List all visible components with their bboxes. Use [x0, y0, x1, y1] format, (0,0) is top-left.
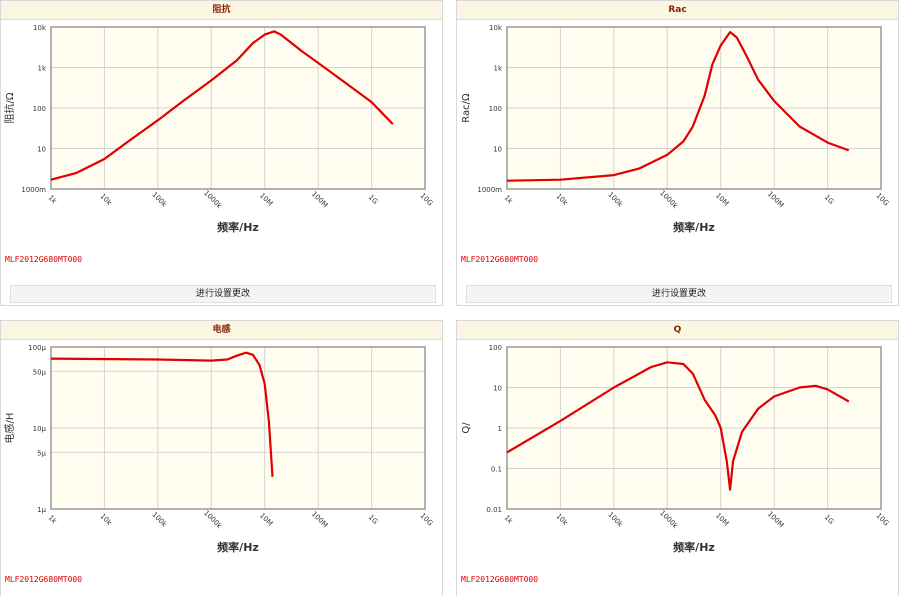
x-tick-label: 10k	[554, 512, 569, 527]
settings-button[interactable]: 进行设置更改	[466, 285, 892, 303]
chart: 1k 10k 100k 1000k 10M 100M 1G 10G 1000m 10 100 1k 10…	[3, 24, 435, 234]
x-tick-label: 1G	[823, 513, 836, 526]
x-axis-label: 频率/Hz	[217, 220, 259, 234]
x-tick-label: 10k	[98, 512, 113, 527]
x-tick-label: 100M	[310, 190, 329, 209]
x-tick-label: 100k	[150, 191, 169, 210]
plot-border	[50, 346, 426, 510]
y-tick-label: 10	[493, 385, 502, 393]
y-tick-label: 100	[489, 344, 502, 352]
y-axis-label: Rac/Ω	[461, 93, 472, 123]
x-tick-label: 1G	[823, 193, 836, 206]
y-tick-label: 10	[493, 146, 502, 154]
part-number: MLF2012G680MT000	[461, 255, 539, 264]
settings-button[interactable]: 进行设置更改	[10, 285, 436, 303]
x-tick-label: 10M	[714, 511, 730, 527]
y-tick-label: 5μ	[37, 449, 46, 457]
panel-title: Rac	[457, 1, 898, 20]
x-tick-label: 10G	[419, 512, 435, 528]
y-tick-label: 100μ	[28, 344, 46, 352]
chart: 1k 10k 100k 1000k 10M 100M 1G 10G 1μ 5μ 10μ 50μ 100μ…	[3, 344, 435, 554]
y-tick-label: 0.01	[486, 506, 502, 514]
x-tick-label: 10G	[875, 192, 891, 208]
chart-panel: Rac 1k 10k 100k 1000k 10M 100M 1G 10G 1000m 10 100 1…	[456, 0, 899, 306]
y-tick-label: 0.1	[491, 466, 502, 474]
x-tick-label: 100M	[766, 190, 785, 209]
chart-panel: 阻抗 1k 10k 100k 1000k 10M 100M 1G 10G 1000m 10 100 1k…	[0, 0, 443, 306]
x-tick-label: 1k	[503, 194, 515, 206]
y-tick-label: 50μ	[33, 368, 47, 376]
x-axis-label: 频率/Hz	[217, 540, 259, 554]
y-tick-label: 1000m	[477, 186, 502, 194]
y-tick-label: 100	[33, 105, 46, 113]
chart: 1k 10k 100k 1000k 10M 100M 1G 10G 0.01 0.1 1 10 100 频…	[461, 344, 891, 554]
x-tick-label: 10M	[714, 191, 730, 207]
part-number: MLF2012G680MT000	[5, 575, 83, 584]
part-number: MLF2012G680MT000	[5, 255, 83, 264]
y-axis-label: Q/	[461, 422, 472, 434]
panel-title: 电感	[1, 321, 442, 340]
x-tick-label: 1000k	[202, 189, 224, 211]
y-tick-label: 10μ	[33, 425, 47, 433]
x-tick-label: 1000k	[658, 509, 680, 531]
y-tick-label: 1000m	[21, 186, 46, 194]
x-tick-label: 1G	[367, 513, 380, 526]
x-tick-label: 100M	[310, 510, 329, 529]
part-number: MLF2012G680MT000	[461, 575, 539, 584]
x-axis-label: 频率/Hz	[673, 540, 715, 554]
data-line	[506, 31, 850, 182]
x-tick-label: 1k	[503, 514, 515, 526]
x-tick-label: 10k	[554, 192, 569, 207]
x-tick-label: 10M	[258, 191, 274, 207]
panel-title: 阻抗	[1, 1, 442, 20]
data-line	[50, 351, 274, 477]
x-tick-label: 1G	[367, 193, 380, 206]
panel-title: Q	[457, 321, 898, 340]
x-tick-label: 10G	[419, 192, 435, 208]
x-tick-label: 1k	[47, 194, 59, 206]
y-tick-label: 1k	[37, 65, 46, 73]
x-tick-label: 1000k	[658, 189, 680, 211]
y-tick-label: 1μ	[37, 506, 46, 514]
x-tick-label: 1000k	[202, 509, 224, 531]
y-axis-label: 阻抗/Ω	[3, 92, 16, 123]
y-axis-label: 电感/H	[3, 413, 16, 444]
x-tick-label: 1k	[47, 514, 59, 526]
x-axis-label: 频率/Hz	[673, 220, 715, 234]
x-tick-label: 10G	[875, 512, 891, 528]
y-tick-label: 100	[489, 105, 502, 113]
data-line	[506, 361, 850, 491]
chart: 1k 10k 100k 1000k 10M 100M 1G 10G 1000m 10 100 1k 10…	[461, 24, 891, 234]
x-tick-label: 10k	[98, 192, 113, 207]
x-tick-label: 10M	[258, 511, 274, 527]
plot-border	[506, 26, 882, 190]
x-tick-label: 100k	[150, 511, 169, 530]
x-tick-label: 100M	[766, 510, 785, 529]
data-line	[50, 30, 394, 181]
x-tick-label: 100k	[606, 511, 625, 530]
x-tick-label: 100k	[606, 191, 625, 210]
plot-border	[506, 346, 882, 510]
chart-panel: Q 1k 10k 100k 1000k 10M 100M 1G 10G 0.01 0.1 1 10 100…	[456, 320, 899, 596]
y-tick-label: 1	[498, 425, 502, 433]
y-tick-label: 10k	[489, 24, 503, 32]
y-tick-label: 10	[37, 146, 46, 154]
plot-border	[50, 26, 426, 190]
y-tick-label: 10k	[33, 24, 47, 32]
y-tick-label: 1k	[493, 65, 502, 73]
chart-panel: 电感 1k 10k 100k 1000k 10M 100M 1G 10G 1μ 5μ 10μ 50μ 10…	[0, 320, 443, 596]
